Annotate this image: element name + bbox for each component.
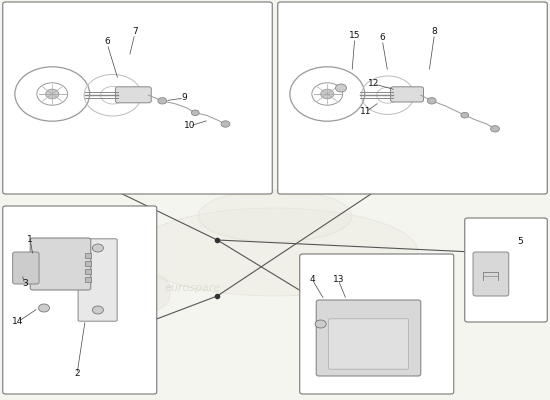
Ellipse shape — [138, 274, 170, 310]
Circle shape — [92, 306, 103, 314]
Ellipse shape — [132, 208, 418, 296]
Circle shape — [191, 110, 199, 116]
FancyBboxPatch shape — [30, 238, 91, 290]
Text: 10: 10 — [184, 122, 195, 130]
Text: eurospare: eurospare — [164, 283, 221, 293]
Text: 7: 7 — [132, 28, 138, 36]
FancyBboxPatch shape — [316, 300, 421, 376]
Text: 14: 14 — [12, 318, 23, 326]
FancyBboxPatch shape — [300, 254, 454, 394]
Text: 11: 11 — [360, 108, 371, 116]
FancyBboxPatch shape — [3, 206, 157, 394]
FancyBboxPatch shape — [390, 87, 424, 102]
Circle shape — [46, 89, 59, 99]
Text: 9: 9 — [182, 94, 187, 102]
Ellipse shape — [198, 190, 352, 242]
Circle shape — [158, 98, 167, 104]
Text: eurospare: eurospare — [126, 107, 182, 117]
FancyBboxPatch shape — [473, 252, 509, 296]
Text: 1: 1 — [28, 236, 33, 244]
Text: 15: 15 — [349, 32, 360, 40]
FancyBboxPatch shape — [78, 239, 117, 321]
Circle shape — [321, 89, 334, 99]
Text: 8: 8 — [432, 28, 437, 36]
Bar — [85, 269, 91, 274]
Text: 4: 4 — [310, 276, 315, 284]
Circle shape — [491, 126, 499, 132]
FancyBboxPatch shape — [3, 2, 272, 194]
Circle shape — [221, 121, 230, 127]
Text: 2: 2 — [74, 370, 80, 378]
Circle shape — [427, 98, 436, 104]
Text: 6: 6 — [104, 38, 110, 46]
Bar — [85, 261, 91, 266]
Bar — [85, 253, 91, 258]
FancyBboxPatch shape — [328, 319, 409, 369]
FancyBboxPatch shape — [13, 252, 39, 284]
Text: 13: 13 — [333, 276, 344, 284]
Text: 12: 12 — [368, 80, 379, 88]
Text: eurospare: eurospare — [346, 283, 402, 293]
Text: 5: 5 — [517, 238, 522, 246]
Circle shape — [336, 84, 346, 92]
FancyBboxPatch shape — [116, 87, 151, 103]
Circle shape — [315, 320, 326, 328]
Circle shape — [39, 304, 50, 312]
Circle shape — [461, 112, 469, 118]
FancyBboxPatch shape — [465, 218, 547, 322]
Ellipse shape — [379, 274, 412, 310]
Text: 3: 3 — [22, 280, 28, 288]
FancyBboxPatch shape — [278, 2, 547, 194]
Text: eurospare: eurospare — [368, 107, 424, 117]
Bar — [85, 277, 91, 282]
Circle shape — [92, 244, 103, 252]
Text: 6: 6 — [379, 34, 385, 42]
